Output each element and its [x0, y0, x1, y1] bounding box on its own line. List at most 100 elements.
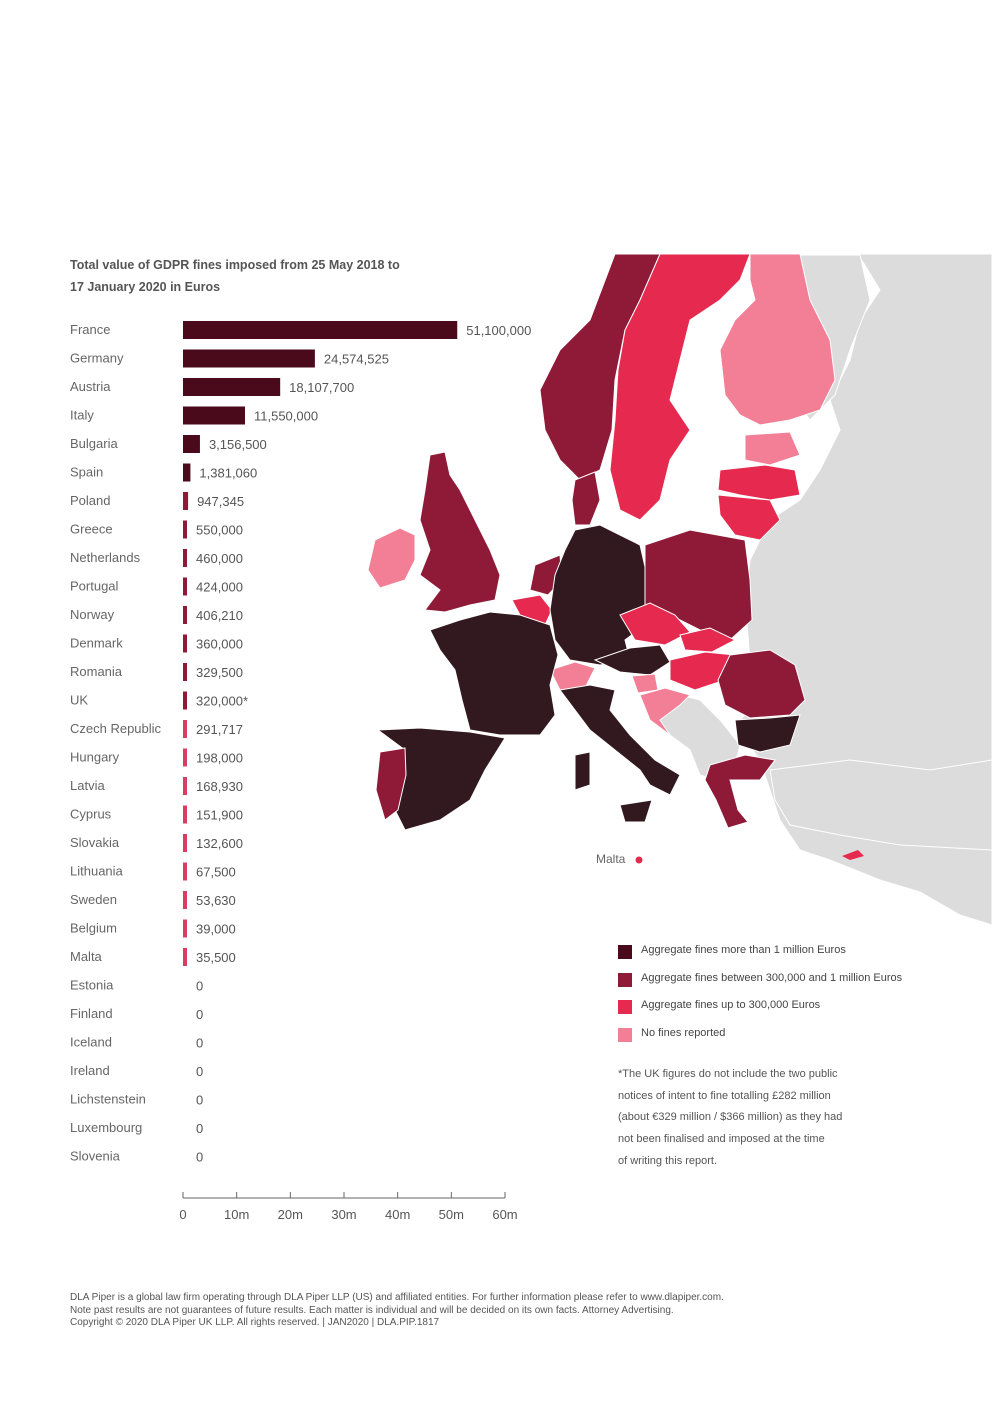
bar — [183, 492, 189, 510]
map-bulgaria — [734, 714, 801, 753]
footnote-line: of writing this report. — [618, 1154, 718, 1167]
x-tick-label: 30m — [331, 1207, 356, 1222]
value-label: 329,500 — [196, 665, 243, 680]
x-tick-label: 20m — [278, 1207, 303, 1222]
category-label: Netherlands — [70, 550, 141, 565]
map-croatia — [639, 687, 691, 736]
legend-label: No fines reported — [641, 1026, 726, 1039]
footnote-line: notices of intent to fine totalling £282… — [618, 1089, 831, 1102]
category-label: Germany — [70, 351, 124, 366]
map-italy — [559, 684, 681, 796]
category-label: France — [70, 322, 110, 337]
category-label: Hungary — [70, 750, 120, 765]
category-label: Czech Republic — [70, 721, 162, 736]
category-label: Lichstenstein — [70, 1092, 146, 1107]
value-label: 947,345 — [197, 494, 244, 509]
legend-item: Aggregate fines between 300,000 and 1 mi… — [618, 972, 902, 1000]
category-label: Denmark — [70, 636, 123, 651]
value-label: 39,000 — [196, 922, 236, 937]
map-sardinia — [574, 751, 591, 791]
value-label: 132,600 — [196, 836, 243, 851]
bar — [183, 805, 187, 824]
footer-line: Copyright © 2020 DLA Piper UK LLP. All r… — [70, 1317, 440, 1328]
category-label: Norway — [70, 607, 115, 622]
x-tick-label: 10m — [224, 1207, 249, 1222]
value-label: 51,100,000 — [466, 323, 531, 338]
category-label: Iceland — [70, 1035, 112, 1050]
category-label: Ireland — [70, 1063, 110, 1078]
legend-label: Aggregate fines between 300,000 and 1 mi… — [641, 971, 903, 984]
category-label: Sweden — [70, 892, 117, 907]
category-label: Finland — [70, 1006, 113, 1021]
bar — [183, 321, 458, 339]
x-tick-label: 50m — [439, 1207, 464, 1222]
bar — [183, 691, 187, 710]
value-label: 320,000* — [196, 694, 248, 709]
map-finland — [719, 253, 836, 426]
bar — [183, 435, 200, 453]
value-label: 0 — [196, 1064, 203, 1079]
legend-swatch — [618, 1000, 632, 1014]
bar — [183, 834, 187, 852]
map-cyprus — [842, 850, 864, 860]
map-portugal — [375, 747, 407, 821]
bar — [183, 378, 281, 396]
category-label: Portugal — [70, 579, 119, 594]
map-greece — [704, 754, 776, 829]
bar — [183, 663, 187, 681]
bar — [183, 720, 187, 738]
map-belgium — [511, 594, 553, 626]
bar — [183, 463, 191, 482]
legend-item: No fines reported — [618, 1027, 902, 1055]
map-estonia — [744, 431, 801, 466]
value-label: 198,000 — [196, 751, 243, 766]
category-label: Austria — [70, 379, 111, 394]
map-romania — [717, 649, 806, 719]
value-label: 1,381,060 — [199, 466, 257, 481]
value-label: 53,630 — [196, 893, 236, 908]
uk-footnote: *The UK figures do not include the two p… — [618, 1064, 878, 1173]
chart-title-line-1: Total value of GDPR fines imposed from 2… — [70, 258, 400, 272]
category-label: Spain — [70, 465, 103, 480]
value-label: 35,500 — [196, 950, 236, 965]
category-label: Lithuania — [70, 864, 124, 879]
value-label: 406,210 — [196, 608, 243, 623]
value-label: 0 — [196, 1150, 203, 1165]
category-label: Slovenia — [70, 1149, 121, 1164]
value-label: 291,717 — [196, 722, 243, 737]
value-label: 11,550,000 — [254, 409, 318, 424]
value-label: 3,156,500 — [209, 437, 267, 452]
category-label: Cyprus — [70, 807, 112, 822]
footnote-line: not been finalised and imposed at the ti… — [618, 1133, 825, 1146]
bar — [183, 406, 245, 425]
page-footer: DLA Piper is a global law firm operating… — [70, 1292, 724, 1330]
map-slovakia — [679, 627, 737, 653]
map-france — [429, 611, 559, 736]
value-label: 0 — [196, 1121, 203, 1136]
map-malta — [635, 856, 643, 864]
category-label: Romania — [70, 664, 123, 679]
x-tick-label: 60m — [492, 1207, 517, 1222]
bar — [183, 919, 187, 938]
value-label: 360,000 — [196, 637, 243, 652]
map-czech-republic — [619, 602, 691, 646]
malta-label: Malta — [596, 852, 626, 866]
bar — [183, 606, 187, 624]
footnote-line: (about €329 million / $366 million) as t… — [618, 1111, 843, 1124]
category-label: Greece — [70, 522, 113, 537]
map-switzerland — [549, 661, 596, 691]
chart-title: Total value of GDPR fines imposed from 2… — [70, 254, 430, 298]
map-latvia — [717, 464, 801, 501]
bar — [183, 862, 187, 881]
footer-line: DLA Piper is a global law firm operating… — [70, 1292, 724, 1303]
legend-label: Aggregate fines up to 300,000 Euros — [641, 999, 821, 1011]
bar — [183, 891, 187, 909]
value-label: 67,500 — [196, 865, 236, 880]
category-label: Latvia — [70, 778, 105, 793]
legend: Aggregate fines more than 1 million Euro… — [618, 944, 902, 1054]
map-ireland — [367, 527, 416, 589]
category-label: UK — [70, 693, 88, 708]
value-label: 460,000 — [196, 551, 243, 566]
